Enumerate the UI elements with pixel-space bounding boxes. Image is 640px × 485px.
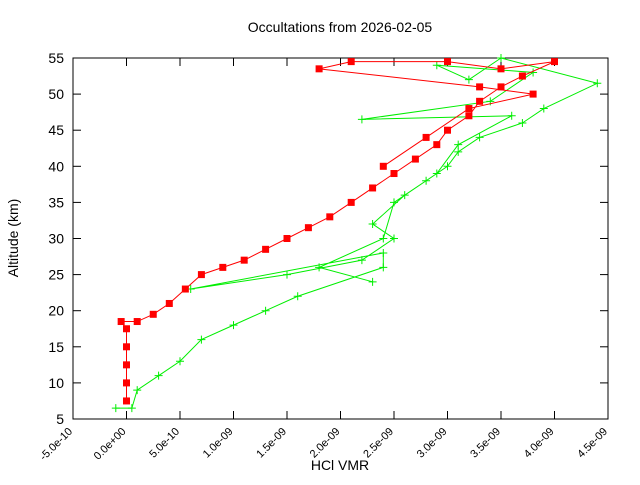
point [149,310,157,318]
point [379,162,387,170]
point [154,371,163,380]
y-tick-label: 55 [48,50,64,66]
point [240,256,248,264]
point [465,112,473,120]
point [123,325,130,333]
point [465,105,473,113]
y-tick-label: 30 [48,231,64,247]
point [165,299,173,307]
point [347,58,355,66]
point [304,224,312,232]
y-tick-label: 15 [48,339,64,355]
y-tick-label: 5 [56,411,64,427]
point [551,58,558,66]
point [133,318,141,326]
point [518,72,526,80]
point [229,321,238,330]
point [368,220,377,229]
point [117,318,125,326]
point [123,379,130,387]
point [123,343,130,351]
point [315,65,323,73]
point [390,234,398,243]
point [411,155,419,163]
chart-title: Occultations from 2026-02-05 [248,19,433,35]
point [293,292,302,301]
y-tick-label: 25 [48,267,64,283]
point [379,234,388,243]
y-tick-label: 40 [48,158,64,174]
point [444,58,451,66]
point [262,245,270,253]
point [369,184,377,192]
point [454,140,463,149]
point [283,270,291,279]
point [390,198,398,207]
y-tick-label: 10 [48,375,64,391]
point [593,79,602,88]
point [390,170,398,178]
point [357,256,366,265]
point [219,263,227,271]
point [454,147,463,156]
point [123,397,130,405]
point [432,169,441,178]
point [475,133,484,142]
point [197,335,206,344]
point [197,271,205,279]
point [176,357,184,366]
point [497,54,505,62]
point [347,198,355,206]
point [444,126,451,134]
point [181,285,189,293]
point [400,191,409,200]
point [507,111,516,120]
y-axis-label: Altitude (km) [5,199,21,278]
point [497,65,505,73]
x-axis-label: HCl VMR [311,457,369,473]
point [476,97,484,105]
point [422,176,431,185]
y-tick-label: 20 [48,303,64,319]
point [357,115,366,124]
point [464,75,473,84]
point [443,162,452,171]
point [111,404,120,413]
y-tick-label: 35 [48,194,64,210]
point [433,141,441,149]
point [315,263,324,272]
point [518,118,527,127]
point [539,104,548,113]
point [283,235,291,242]
point [432,61,441,70]
point [133,386,142,395]
point [422,133,430,141]
point [529,90,537,98]
y-tick-label: 45 [48,122,64,138]
point [476,83,484,91]
y-tick-label: 50 [48,86,64,102]
point [379,263,388,272]
point [127,404,136,413]
point [368,277,377,286]
point [379,248,388,257]
point [497,83,505,91]
point [123,361,130,369]
point [261,306,270,315]
point [326,213,334,221]
